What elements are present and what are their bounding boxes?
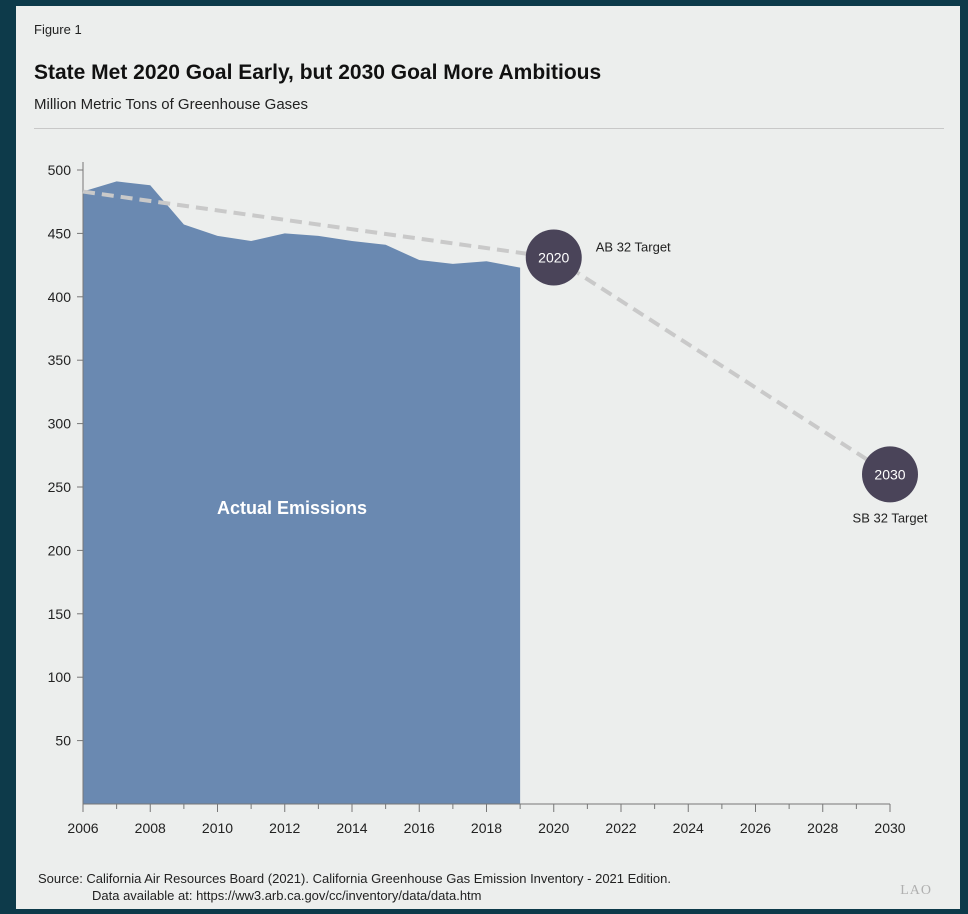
x-tick-label: 2016 bbox=[404, 820, 435, 836]
x-tick-label: 2008 bbox=[135, 820, 166, 836]
y-tick-label: 200 bbox=[48, 542, 72, 558]
chart-subtitle: Million Metric Tons of Greenhouse Gases bbox=[34, 96, 309, 113]
target-marker-2030 bbox=[862, 446, 918, 503]
y-tick-label: 250 bbox=[48, 479, 72, 495]
emissions-chart: Actual Emissions 50 100 150 200 250 300 350 400 4… bbox=[48, 162, 928, 836]
target-year-label: 2020 bbox=[538, 249, 569, 265]
x-tick-label: 2014 bbox=[336, 820, 367, 836]
lao-logo: LAO bbox=[900, 883, 932, 898]
figure-label: Figure 1 bbox=[34, 22, 82, 37]
target-name-label: AB 32 Target bbox=[596, 239, 671, 254]
source-note: Source: California Air Resources Board (… bbox=[38, 870, 671, 904]
series-label-actual-emissions: Actual Emissions bbox=[217, 498, 367, 518]
y-tick-label: 350 bbox=[48, 352, 72, 368]
chart-title: State Met 2020 Goal Early, but 2030 Goal… bbox=[34, 61, 602, 84]
y-tick-label: 500 bbox=[48, 162, 72, 178]
x-tick-label: 2020 bbox=[538, 820, 569, 836]
x-tick-label: 2006 bbox=[67, 820, 98, 836]
x-tick-label: 2022 bbox=[605, 820, 636, 836]
x-tick-label: 2012 bbox=[269, 820, 300, 836]
y-tick-label: 100 bbox=[48, 669, 72, 685]
y-tick-label: 300 bbox=[48, 416, 72, 432]
y-tick-label: 450 bbox=[48, 225, 72, 241]
target-marker-2020 bbox=[525, 229, 582, 286]
y-tick-label: 150 bbox=[48, 606, 72, 622]
figure-panel: Figure 1 State Met 2020 Goal Early, but … bbox=[16, 6, 960, 909]
target-year-label: 2030 bbox=[874, 466, 905, 482]
x-tick-label: 2010 bbox=[202, 820, 233, 836]
source-line-1: Source: California Air Resources Board (… bbox=[38, 871, 671, 886]
x-tick-label: 2030 bbox=[874, 820, 905, 836]
x-tick-label: 2024 bbox=[673, 820, 704, 836]
actual-emissions-area bbox=[83, 181, 521, 805]
title-divider bbox=[34, 128, 944, 129]
y-tick-label: 50 bbox=[55, 733, 71, 749]
x-tick-label: 2026 bbox=[740, 820, 771, 836]
y-tick-label: 400 bbox=[48, 289, 72, 305]
x-tick-label: 2018 bbox=[471, 820, 502, 836]
x-tick-label: 2028 bbox=[807, 820, 838, 836]
target-name-label: SB 32 Target bbox=[853, 510, 928, 525]
source-line-2: Data available at: https://ww3.arb.ca.go… bbox=[92, 888, 482, 903]
